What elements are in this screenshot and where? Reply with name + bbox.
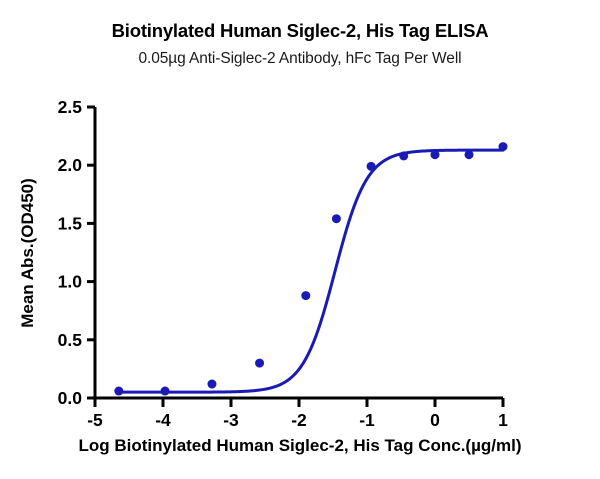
y-tick-label: 0.0 — [58, 388, 83, 408]
data-series — [114, 142, 508, 396]
y-tick-label: 1.5 — [58, 213, 83, 233]
data-point — [430, 150, 440, 160]
x-tick-label: 0 — [430, 410, 440, 430]
x-tick-label: -5 — [87, 410, 103, 430]
x-axis-title: Log Biotinylated Human Siglec-2, His Tag… — [78, 436, 521, 455]
x-tick-label: -4 — [155, 410, 171, 430]
data-point — [498, 142, 508, 152]
data-point — [301, 291, 311, 301]
y-axis-title: Mean Abs.(OD450) — [18, 178, 37, 328]
data-point — [114, 386, 124, 396]
x-axis: -5 -4 -3 -2 -1 0 1 — [87, 396, 508, 430]
fit-curve — [117, 148, 505, 394]
y-tick-label: 2.5 — [58, 97, 83, 117]
y-tick-label: 2.0 — [58, 155, 83, 175]
data-point — [464, 150, 474, 160]
x-tick-label: 1 — [498, 410, 508, 430]
data-point — [331, 214, 341, 224]
chart-subtitle: 0.05µg Anti-Siglec-2 Antibody, hFc Tag P… — [138, 50, 462, 67]
chart-title: Biotinylated Human Siglec-2, His Tag ELI… — [111, 20, 489, 41]
data-point — [255, 358, 265, 368]
x-tick-label: -3 — [223, 410, 239, 430]
data-point — [399, 151, 409, 161]
y-tick-label: 1.0 — [58, 272, 83, 292]
y-axis: 0.0 0.5 1.0 1.5 2.0 2.5 — [58, 97, 97, 408]
x-tick-label: -1 — [359, 410, 375, 430]
data-point — [366, 161, 376, 171]
x-tick-label: -2 — [291, 410, 307, 430]
data-point — [160, 386, 170, 396]
y-tick-label: 0.5 — [58, 330, 83, 350]
data-point — [207, 379, 217, 389]
